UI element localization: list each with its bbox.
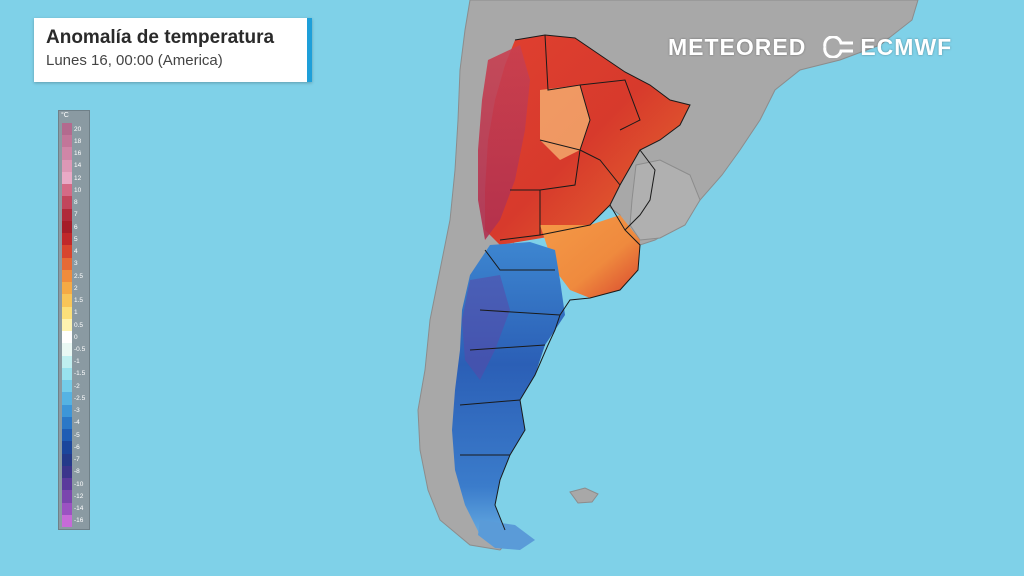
legend-swatch (62, 453, 72, 467)
land-falklands (569, 487, 599, 504)
legend-label: 7 (74, 211, 78, 219)
legend-label: 2 (74, 284, 78, 292)
legend-label: -6 (74, 443, 80, 451)
legend-swatch (62, 171, 72, 185)
legend-label: 1.5 (74, 297, 84, 304)
ecmwf-icon (823, 36, 854, 58)
legend-swatch (62, 245, 72, 259)
anomaly-andes-north (478, 45, 530, 240)
land-uruguay (629, 159, 701, 241)
legend-label: 12 (74, 174, 82, 182)
legend-swatch (62, 429, 72, 442)
legend-label: -4 (74, 419, 80, 427)
legend-label: -8 (74, 468, 80, 476)
map-subtitle: Lunes 16, 00:00 (America) (46, 52, 223, 69)
legend-label: 20 (74, 125, 82, 133)
legend-swatch (62, 331, 72, 344)
legend-unit: °C (61, 112, 69, 119)
legend-swatch (62, 282, 72, 295)
anomaly-patagonia-purple (462, 275, 510, 380)
legend-swatch (62, 343, 72, 357)
legend-swatch (62, 318, 72, 332)
legend-labels: 20 18 16 14 12 10 8 7 6 5 4 3 2.5 2 1.5 1 0.5 0 -0.5 -1 -1.5… (74, 123, 90, 527)
legend-swatch (62, 135, 72, 148)
legend-label: -3 (74, 407, 80, 415)
legend-label: 10 (74, 186, 82, 194)
color-legend: °C 20 18 16 14 12 10 8 7 6 5 4 3 2.5 2 1.5 1 0.5 0 -0.5 -1 -… (58, 110, 90, 530)
anomaly-central (540, 215, 640, 298)
brand-logos: METEORED ECMWF (668, 33, 952, 61)
map-title: Anomalía de temperatura (46, 27, 275, 48)
legend-swatch (62, 392, 72, 406)
legend-label: 2.5 (74, 272, 84, 280)
legend-label: 0.5 (74, 321, 84, 329)
legend-swatch (62, 514, 72, 528)
legend-label: 1 (74, 309, 78, 317)
legend-swatch (62, 404, 72, 418)
legend-label: -14 (74, 505, 84, 513)
legend-swatches (62, 123, 72, 528)
legend-label: -1.5 (74, 370, 86, 378)
legend-label: -0.5 (74, 345, 86, 353)
legend-swatch (62, 416, 72, 430)
legend-label: 8 (74, 199, 78, 207)
legend-swatch (62, 465, 72, 479)
legend-label: 3 (74, 260, 78, 268)
legend-label: -10 (74, 480, 84, 488)
anomaly-north (485, 35, 690, 245)
legend-label: -5 (74, 431, 80, 439)
legend-label: -16 (74, 517, 84, 525)
legend-swatch (62, 196, 72, 210)
legend-label: -1 (74, 358, 80, 366)
legend-label: 18 (74, 137, 82, 145)
legend-swatch (62, 355, 72, 369)
legend-label: 14 (74, 162, 82, 170)
meteored-logo: METEORED (668, 33, 807, 60)
legend-label: -7 (74, 456, 80, 464)
legend-label: -2 (74, 382, 80, 390)
legend-label: -2.5 (74, 394, 86, 402)
legend-swatch (62, 208, 72, 222)
title-panel: Anomalía de temperatura Lunes 16, 00:00 … (34, 18, 312, 82)
legend-label: 4 (74, 248, 78, 256)
anomaly-tierra-del-fuego (478, 520, 535, 550)
legend-swatch (62, 269, 72, 283)
legend-swatch (62, 380, 72, 393)
legend-swatch (62, 502, 72, 516)
ecmwf-label: ECMWF (860, 33, 953, 60)
legend-swatch (62, 233, 72, 246)
legend-label: -12 (74, 492, 84, 500)
legend-label: 0 (74, 333, 78, 341)
legend-swatch (62, 367, 72, 381)
legend-swatch (62, 123, 72, 136)
legend-swatch (62, 220, 72, 234)
legend-swatch (62, 294, 72, 308)
legend-label: 6 (74, 223, 78, 231)
ecmwf-logo: ECMWF (822, 34, 952, 61)
province-borders (459, 34, 691, 531)
legend-swatch (62, 184, 72, 197)
legend-swatch (62, 441, 72, 455)
legend-swatch (62, 147, 72, 161)
legend-swatch (62, 306, 72, 320)
legend-swatch (62, 478, 72, 491)
legend-swatch (62, 490, 72, 503)
legend-swatch (62, 159, 72, 173)
legend-label: 16 (74, 150, 82, 158)
anomaly-pale-north (540, 85, 590, 160)
legend-label: 5 (74, 235, 78, 243)
legend-swatch (62, 257, 72, 271)
